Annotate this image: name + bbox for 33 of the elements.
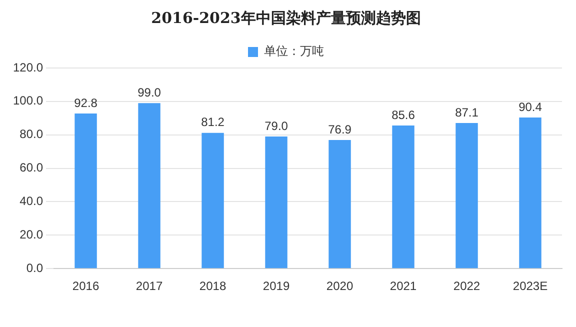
bar [392, 126, 414, 268]
text: 99.0 [138, 85, 161, 100]
x-tick-label: 2016 [72, 279, 100, 294]
text: 90.4 [518, 100, 542, 114]
x-tick-label: 2023E [512, 279, 548, 294]
x-tick-label: 2022 [453, 279, 480, 294]
bar [265, 136, 288, 268]
x-tick-label: 2018 [199, 279, 226, 294]
bar [202, 132, 224, 268]
text: 87.1 [455, 105, 478, 120]
y-tick-label: 120.0 [13, 60, 44, 74]
bar [138, 103, 160, 268]
y-tick-label: 100.0 [13, 94, 44, 108]
text: 81.2 [201, 115, 224, 130]
x-tick-label: 2020 [326, 279, 354, 294]
text: 85.6 [392, 108, 415, 122]
y-tick-label: 60.0 [20, 160, 44, 175]
y-tick-label: 80.0 [20, 127, 44, 142]
y-tick-label: 0.0 [26, 260, 44, 275]
x-tick-label: 2019 [262, 279, 290, 294]
legend-label: 单位：万吨 [264, 44, 324, 58]
y-tick-label: 40.0 [20, 194, 44, 208]
y-tick-label: 20.0 [20, 227, 44, 242]
text: 76.9 [328, 122, 352, 136]
bar [456, 123, 478, 268]
text: 79.0 [264, 118, 288, 133]
x-tick-label: 2021 [390, 279, 417, 294]
bar [519, 117, 542, 268]
x-tick-label: 2017 [136, 279, 163, 294]
bar [328, 140, 351, 268]
text: 92.8 [74, 96, 98, 110]
bar [74, 113, 97, 268]
chart-title: 2016-2023年中国染料产量预测趋势图 [151, 8, 421, 27]
